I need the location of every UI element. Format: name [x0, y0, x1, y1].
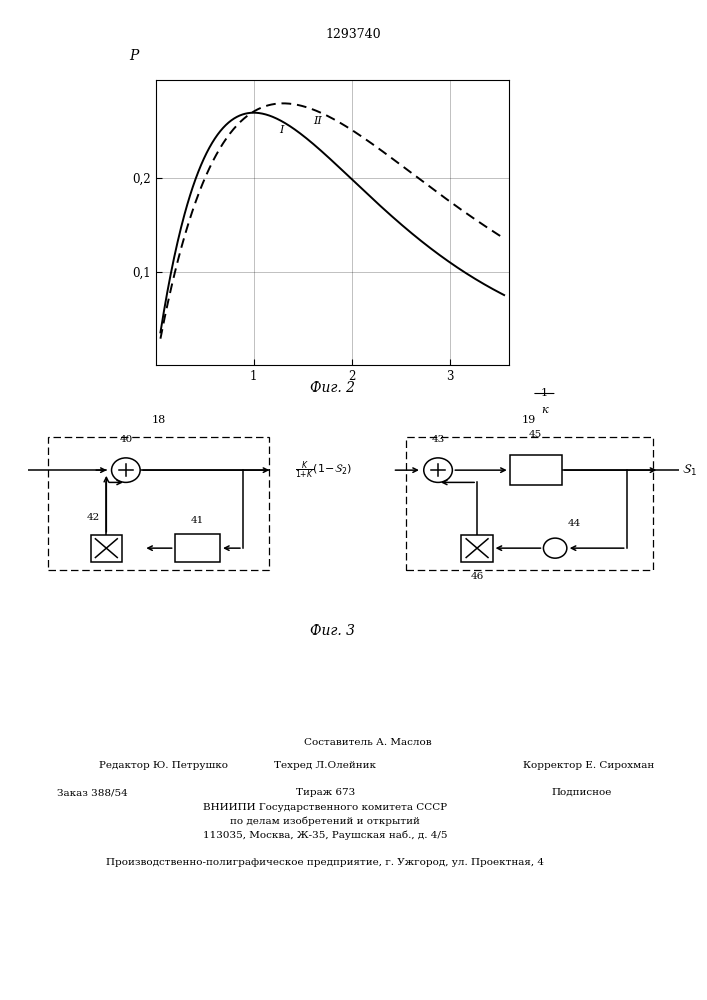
Circle shape: [112, 458, 140, 482]
Bar: [90, 535, 122, 562]
Bar: [462, 535, 493, 562]
Bar: [406, 437, 653, 570]
Text: ВНИИПИ Государственного комитета СССР: ВНИИПИ Государственного комитета СССР: [203, 803, 448, 812]
Text: Заказ 388/54: Заказ 388/54: [57, 788, 127, 797]
Text: 1: 1: [541, 388, 548, 398]
Text: Подписное: Подписное: [551, 788, 612, 797]
Text: I: I: [279, 125, 284, 135]
Circle shape: [423, 458, 452, 482]
Text: Фиг. 3: Фиг. 3: [310, 624, 355, 638]
Bar: [48, 437, 269, 570]
Text: 18: 18: [151, 415, 165, 425]
Text: Составитель А. Маслов: Составитель А. Маслов: [304, 738, 431, 747]
Text: по делам изобретений и открытий: по делам изобретений и открытий: [230, 816, 420, 826]
Text: 44: 44: [568, 519, 581, 528]
Text: $\mathcal{S}_1$: $\mathcal{S}_1$: [682, 463, 697, 478]
Text: 113035, Москва, Ж-35, Раушская наб., д. 4/5: 113035, Москва, Ж-35, Раушская наб., д. …: [203, 830, 448, 840]
Text: к: к: [541, 405, 548, 415]
Text: Тираж 673: Тираж 673: [296, 788, 355, 797]
Text: Техред Л.Олейник: Техред Л.Олейник: [274, 761, 376, 770]
Bar: [510, 455, 561, 485]
Text: 19: 19: [522, 415, 536, 425]
Text: 41: 41: [191, 516, 204, 525]
Text: 1293740: 1293740: [326, 28, 381, 41]
Text: Редактор Ю. Петрушко: Редактор Ю. Петрушко: [99, 761, 228, 770]
Text: 43: 43: [431, 435, 445, 444]
Text: P: P: [129, 49, 139, 63]
Text: 42: 42: [87, 513, 100, 522]
Text: 46: 46: [470, 572, 484, 581]
Text: II: II: [313, 116, 322, 126]
Text: $\frac{K}{1{+}K}(1\!-\!\mathcal{S}_2)$: $\frac{K}{1{+}K}(1\!-\!\mathcal{S}_2)$: [295, 459, 352, 481]
Circle shape: [544, 538, 567, 558]
Bar: [175, 534, 220, 562]
Text: 45: 45: [529, 430, 542, 439]
Text: Корректор Е. Сирохман: Корректор Е. Сирохман: [523, 761, 655, 770]
Text: 40: 40: [119, 435, 132, 444]
Text: Производственно-полиграфическое предприятие, г. Ужгород, ул. Проектная, 4: Производственно-полиграфическое предприя…: [106, 858, 544, 867]
Text: Фиг. 2: Фиг. 2: [310, 381, 355, 395]
